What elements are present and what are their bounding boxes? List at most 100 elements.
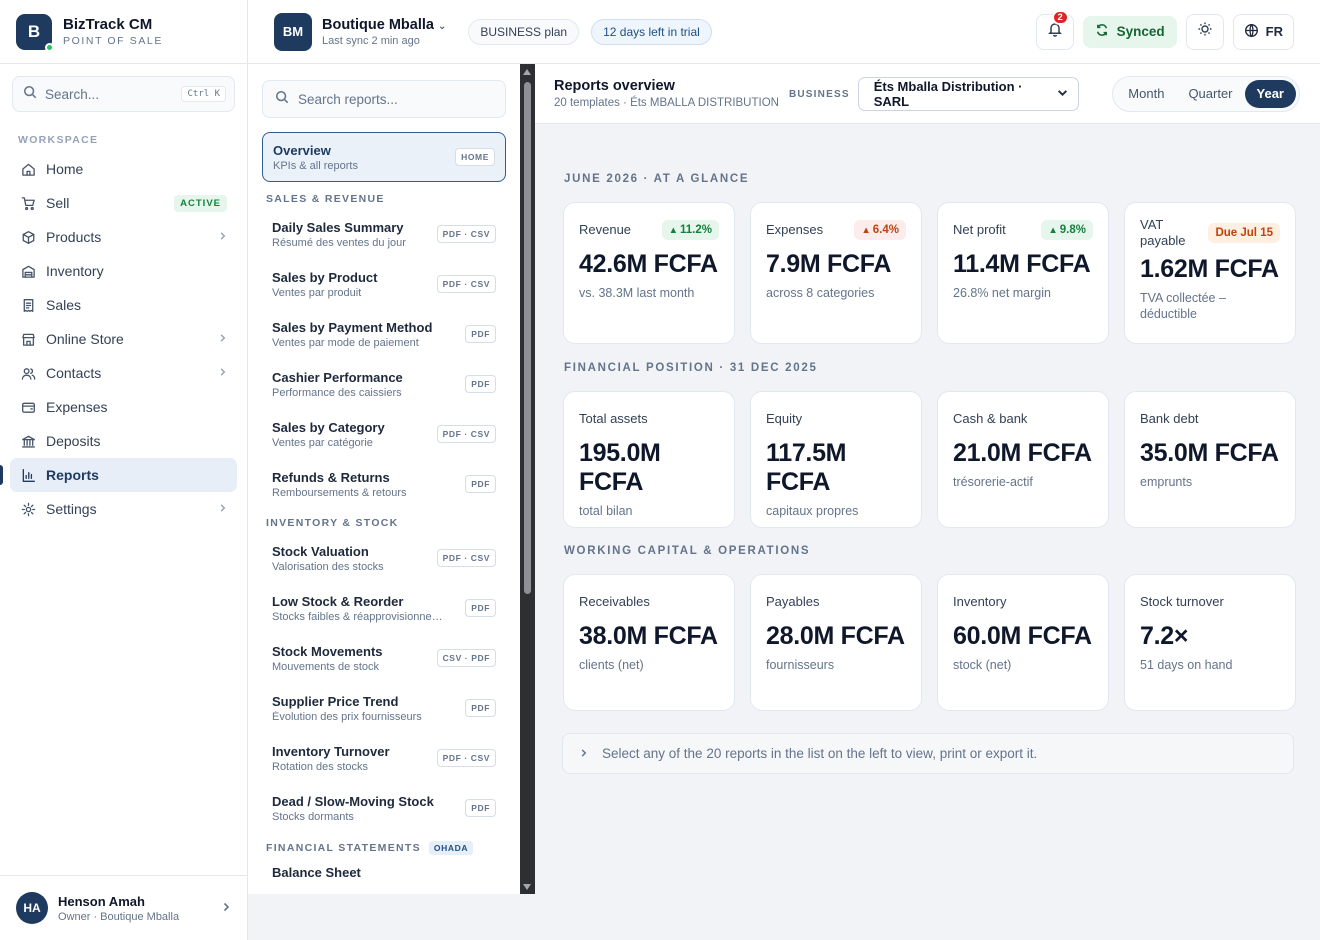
kpi-card-net-profit[interactable]: Net profit ▲ 9.8% 11.4M FCFA 26.8% net margi… (937, 202, 1109, 344)
report-subtitle: Ventes par mode de paiement (272, 336, 419, 349)
kpi-card-payables[interactable]: Payables 28.0M FCFA fournisseurs (750, 574, 922, 711)
user-menu[interactable]: HA Henson Amah Owner · Boutique Mballa (0, 875, 247, 940)
report-item[interactable]: Cashier Performance Performance des caiss… (262, 359, 506, 409)
sidebar-search-input[interactable]: Search... Ctrl K (12, 76, 235, 112)
sidebar-item-sales[interactable]: Sales (10, 288, 237, 322)
trend-up-icon: ▲ (861, 225, 871, 236)
due-date-badge: Due Jul 15 (1208, 222, 1280, 243)
report-item-overview[interactable]: Overview KPIs & all reports HOME (262, 132, 506, 182)
kpi-card-row: Revenue ▲ 11.2% 42.6M FCFA vs. 38.3M last mo… (563, 202, 1296, 344)
overview-subtitle: KPIs & all reports (273, 159, 358, 172)
sidebar-item-label: Deposits (46, 433, 101, 449)
kpi-value: 7.9M FCFA (766, 250, 892, 278)
sidebar-item-deposits[interactable]: Deposits (10, 424, 237, 458)
report-item[interactable]: Stock Movements Mouvements de stock CSV · … (262, 633, 506, 683)
sidebar-item-sell[interactable]: Sell ACTIVE (10, 186, 237, 220)
reports-list-scrollbar[interactable] (520, 64, 535, 894)
sidebar-item-products[interactable]: Products (10, 220, 237, 254)
sidebar-item-label: Inventory (46, 263, 104, 279)
topbar: BM Boutique Mballa ⌄ Last sync 2 min ago … (248, 0, 1320, 64)
sidebar-item-reports[interactable]: Reports (0, 458, 237, 492)
theme-toggle-button[interactable] (1185, 13, 1224, 50)
sync-status-button[interactable]: Synced (1082, 15, 1177, 48)
kpi-card-cash-bank[interactable]: Cash & bank 21.0M FCFA trésorerie-actif (937, 391, 1109, 528)
period-quarter-button[interactable]: Quarter (1188, 86, 1233, 101)
period-year-button[interactable]: Year (1244, 79, 1296, 108)
report-subtitle: Valorisation des stocks (272, 560, 384, 573)
trial-badge[interactable]: 12 days left in trial (591, 18, 712, 45)
chart-icon (20, 467, 36, 483)
sidebar-nav: Home Sell ACTIVE Products Inventory Sales Onli… (0, 152, 247, 526)
kpi-card-inventory[interactable]: Inventory 60.0M FCFA stock (net) (937, 574, 1109, 711)
user-name: Henson Amah (58, 893, 145, 909)
report-search-input[interactable]: Search reports... (262, 80, 506, 118)
business-switcher[interactable]: Boutique Mballa ⌄ Last sync 2 min ago (322, 17, 446, 47)
notifications-button[interactable]: 2 (1035, 9, 1074, 50)
report-item[interactable]: Dead / Slow-Moving Stock Stocks dormants P… (262, 783, 506, 833)
business-select[interactable]: Éts Mballa Distribution · SARL (857, 76, 1079, 111)
sidebar-item-label: Online Store (46, 331, 124, 347)
kpi-label: Net profit (953, 222, 1006, 238)
period-month-button[interactable]: Month (1128, 86, 1165, 101)
report-item[interactable]: Daily Sales Summary Résumé des ventes du … (262, 209, 506, 259)
kpi-card-receivables[interactable]: Receivables 38.0M FCFA clients (net) (563, 574, 735, 711)
sidebar-item-online-store[interactable]: Online Store (10, 322, 237, 356)
scrollbar-thumb[interactable] (524, 82, 531, 594)
reports-overview-main: Reports overview 20 templates · Éts MBAL… (535, 64, 1320, 940)
hint-text: Select any of the 20 reports in the list… (602, 746, 1038, 761)
scroll-down-arrow-icon[interactable] (523, 884, 531, 890)
sidebar-item-expenses[interactable]: Expenses (10, 390, 237, 424)
user-role: Owner · Boutique Mballa (58, 910, 180, 923)
kpi-card-total-assets[interactable]: Total assets 195.0M FCFA total bilan (563, 391, 735, 528)
trend-up-icon: ▲ (1048, 225, 1058, 236)
report-item[interactable]: Low Stock & Reorder Stocks faibles & réap… (262, 583, 506, 633)
kpi-value: 35.0M FCFA (1140, 439, 1279, 467)
cart-icon (20, 195, 36, 211)
last-sync: Last sync 2 min ago (322, 34, 420, 47)
sidebar-item-label: Settings (46, 501, 97, 517)
report-item[interactable]: Stock Valuation Valorisation des stocks PD… (262, 533, 506, 583)
kpi-card-stock-turnover[interactable]: Stock turnover 7.2× 51 days on hand (1124, 574, 1296, 711)
sidebar-item-label: Sell (46, 195, 70, 211)
sidebar-item-contacts[interactable]: Contacts (10, 356, 237, 390)
report-search-placeholder: Search reports... (298, 91, 398, 107)
report-subtitle: Évolution des prix fournisseurs (272, 710, 422, 723)
scroll-up-arrow-icon[interactable] (523, 69, 531, 75)
chevron-right-icon (218, 502, 227, 516)
home-tag: HOME (455, 148, 495, 166)
kpi-card-revenue[interactable]: Revenue ▲ 11.2% 42.6M FCFA vs. 38.3M last mo… (563, 202, 735, 344)
business-avatar[interactable]: BM (274, 12, 312, 51)
trend-badge: ▲ 11.2% (661, 220, 719, 240)
brand[interactable]: B BizTrack CM POINT OF SALE (0, 0, 247, 64)
sidebar-item-label: Reports (46, 467, 99, 483)
kpi-label: Total assets (579, 411, 648, 427)
report-item[interactable]: Balance Sheet (262, 859, 506, 881)
export-format-tag: PDF (465, 475, 496, 493)
report-subtitle: Stocks dormants (272, 810, 354, 823)
kpi-note: 26.8% net margin (953, 286, 1051, 300)
language-switcher[interactable]: FR (1232, 13, 1294, 50)
report-item[interactable]: Refunds & Returns Remboursements & retour… (262, 459, 506, 509)
report-title: Daily Sales Summary (272, 219, 404, 235)
report-item[interactable]: Sales by Category Ventes par catégorie PDF… (262, 409, 506, 459)
report-item[interactable]: Sales by Payment Method Ventes par mode d… (262, 309, 506, 359)
export-format-tag: CSV · PDF (436, 649, 496, 667)
kpi-card-vat-payable[interactable]: VAT payable Due Jul 15 1.62M FCFA TVA colle… (1124, 202, 1296, 344)
kpi-card-equity[interactable]: Equity 117.5M FCFA capitaux propres (750, 391, 922, 528)
kpi-note: 51 days on hand (1140, 658, 1233, 672)
report-item[interactable]: Supplier Price Trend Évolution des prix f… (262, 683, 506, 733)
kpi-card-bank-debt[interactable]: Bank debt 35.0M FCFA emprunts (1124, 391, 1296, 528)
kpi-label: Cash & bank (953, 411, 1028, 427)
trend-up-icon: ▲ (668, 225, 679, 236)
sidebar-item-home[interactable]: Home (10, 152, 237, 186)
report-item[interactable]: Inventory Turnover Rotation des stocks PDF… (262, 733, 506, 783)
plan-badge[interactable]: BUSINESS plan (468, 18, 580, 45)
chevron-right-icon (579, 747, 588, 761)
kpi-card-expenses[interactable]: Expenses ▲ 6.4% 7.9M FCFA across 8 categorie… (750, 202, 922, 344)
sidebar-item-settings[interactable]: Settings (10, 492, 237, 526)
period-toggle: Month Quarter Year (1112, 75, 1300, 112)
sidebar-item-inventory[interactable]: Inventory (10, 254, 237, 288)
export-format-tag: PDF (465, 799, 496, 817)
report-item[interactable]: Sales by Product Ventes par produit PDF · … (262, 259, 506, 309)
kpi-value: 42.6M FCFA (579, 250, 718, 278)
